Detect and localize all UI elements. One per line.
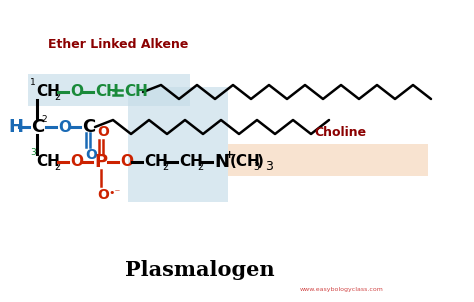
Text: C: C (82, 118, 95, 136)
Text: P: P (94, 153, 107, 171)
Text: CH: CH (144, 155, 168, 169)
Bar (128, 87, 228, 202)
Text: O: O (70, 85, 83, 99)
Bar (28, 74, 190, 106)
Text: Ether Linked Alkene: Ether Linked Alkene (48, 38, 188, 52)
Text: O: O (97, 125, 109, 139)
Text: CH: CH (179, 155, 203, 169)
Text: 3: 3 (253, 162, 259, 172)
Text: •⁻: •⁻ (108, 188, 120, 198)
Text: 2: 2 (54, 92, 60, 102)
Text: 3: 3 (265, 159, 273, 172)
Text: CH: CH (95, 85, 119, 99)
Text: (CH: (CH (230, 155, 261, 169)
Text: 2: 2 (54, 162, 60, 172)
Text: O: O (85, 148, 97, 162)
Text: CH: CH (36, 155, 60, 169)
Text: 3: 3 (30, 148, 36, 157)
Text: O: O (97, 188, 109, 202)
Text: CH: CH (124, 85, 148, 99)
Text: 2: 2 (197, 162, 203, 172)
Text: Plasmalogen: Plasmalogen (125, 260, 275, 280)
Text: 1: 1 (30, 78, 36, 87)
Text: C: C (31, 118, 44, 136)
Text: H: H (8, 118, 23, 136)
Text: O: O (70, 155, 83, 169)
Text: +: + (225, 150, 234, 160)
Bar (228, 144, 428, 176)
Text: O: O (58, 120, 71, 134)
Text: ): ) (257, 155, 269, 169)
Text: 2: 2 (41, 114, 46, 124)
Text: Choline: Choline (314, 126, 366, 139)
Text: N: N (214, 153, 229, 171)
Text: www.easybologyclass.com: www.easybologyclass.com (300, 288, 384, 293)
Text: 2: 2 (162, 162, 168, 172)
Text: CH: CH (36, 85, 60, 99)
Text: O: O (120, 155, 133, 169)
